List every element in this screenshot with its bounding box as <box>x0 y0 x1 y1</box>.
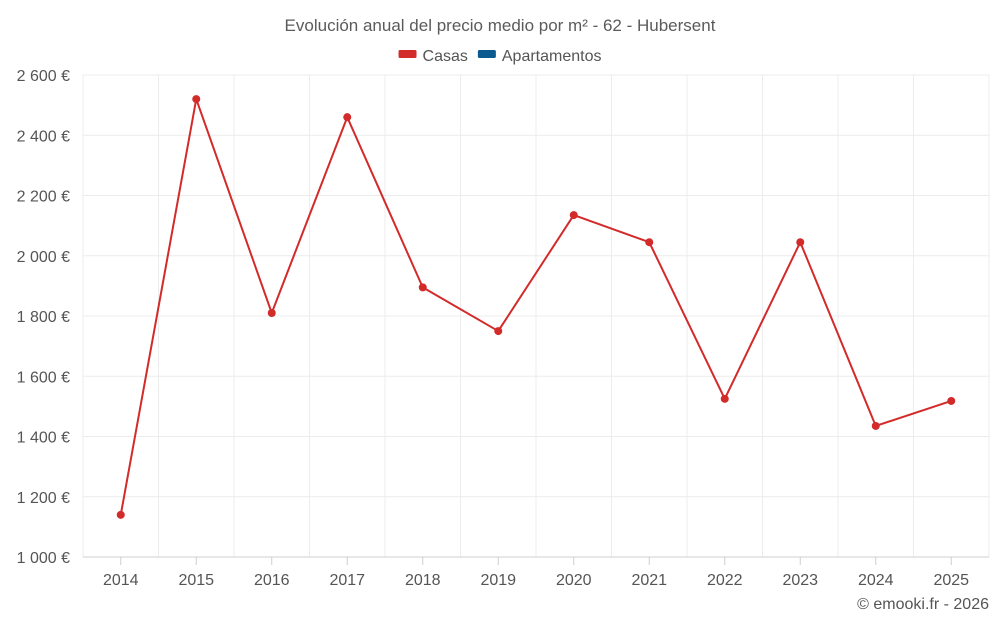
chart-title: Evolución anual del precio medio por m² … <box>285 16 716 35</box>
data-point-2019[interactable] <box>494 327 503 336</box>
x-tick-label: 2020 <box>556 572 592 589</box>
data-point-2015[interactable] <box>192 95 201 104</box>
series-layer <box>116 95 956 519</box>
x-tick-label: 2021 <box>631 572 667 589</box>
y-tick-label: 2 200 € <box>17 189 70 206</box>
y-tick-label: 1 200 € <box>17 490 70 507</box>
x-tick-label: 2018 <box>405 572 441 589</box>
data-point-2023[interactable] <box>796 238 805 247</box>
data-point-2025[interactable] <box>947 396 956 405</box>
legend-swatch <box>477 50 496 58</box>
x-tick-label: 2016 <box>254 572 290 589</box>
axes: 1 000 € 1 200 € 1 400 € 1 600 € 1 800 € 2 000… <box>17 68 989 589</box>
x-tick-label: 2014 <box>103 572 139 589</box>
legend-item-apartamentos[interactable]: Apartamentos <box>477 48 602 65</box>
data-point-2017[interactable] <box>343 113 352 122</box>
data-point-2018[interactable] <box>418 283 427 292</box>
legend[interactable]: Casas Apartamentos <box>398 48 602 65</box>
legend-item-casas[interactable]: Casas <box>398 48 468 65</box>
data-point-2022[interactable] <box>720 394 729 403</box>
x-tick-label: 2022 <box>707 572 743 589</box>
y-tick-label: 1 600 € <box>17 369 70 386</box>
x-tick-label: 2019 <box>480 572 516 589</box>
data-point-2014[interactable] <box>116 510 125 519</box>
legend-label: Apartamentos <box>502 48 602 65</box>
data-point-2016[interactable] <box>267 308 276 317</box>
x-tick-label: 2023 <box>782 572 818 589</box>
data-point-2024[interactable] <box>871 421 880 430</box>
credit-text: © emooki.fr - 2026 <box>857 596 989 613</box>
legend-label: Casas <box>423 48 468 65</box>
series-line-casas <box>119 98 952 516</box>
x-tick-label: 2017 <box>329 572 365 589</box>
y-tick-label: 1 000 € <box>17 550 70 567</box>
legend-swatch <box>398 50 417 58</box>
y-tick-label: 2 600 € <box>17 68 70 85</box>
y-tick-label: 2 400 € <box>17 128 70 145</box>
x-tick-label: 2015 <box>178 572 214 589</box>
y-tick-label: 1 800 € <box>17 309 70 326</box>
x-tick-label: 2025 <box>933 572 969 589</box>
data-point-2020[interactable] <box>569 211 578 220</box>
x-tick-label: 2024 <box>858 572 894 589</box>
y-tick-label: 1 400 € <box>17 430 70 447</box>
gridlines <box>82 74 990 557</box>
data-point-2021[interactable] <box>645 238 654 247</box>
y-tick-label: 2 000 € <box>17 249 70 266</box>
